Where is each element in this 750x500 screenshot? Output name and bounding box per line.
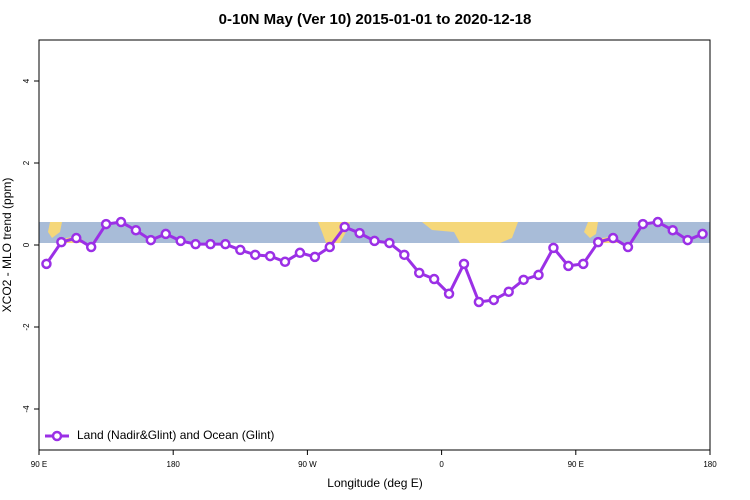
- data-point: [399, 249, 410, 261]
- x-tick-label: 90 W: [298, 460, 317, 469]
- data-point: [100, 218, 112, 230]
- data-point: [637, 218, 649, 230]
- data-point: [488, 294, 500, 306]
- legend-marker: [51, 430, 63, 442]
- x-tick-label: 90 E: [568, 460, 584, 469]
- data-point: [41, 258, 52, 270]
- legend-label: Land (Nadir&Glint) and Ocean (Glint): [77, 428, 274, 442]
- data-point: [697, 228, 708, 240]
- y-tick-label: -4: [22, 405, 31, 413]
- data-point: [249, 249, 261, 261]
- x-tick-label: 0: [439, 460, 444, 469]
- x-tick-label: 180: [167, 460, 181, 469]
- data-point: [667, 224, 678, 236]
- data-point: [220, 238, 231, 250]
- data-point: [190, 238, 201, 250]
- data-point: [443, 288, 455, 300]
- data-point: [548, 242, 559, 254]
- chart-title: 0-10N May (Ver 10) 2015-01-01 to 2020-12…: [219, 11, 532, 28]
- data-point: [607, 232, 619, 244]
- data-point: [428, 273, 440, 285]
- data-point: [518, 274, 529, 286]
- data-point: [309, 251, 321, 263]
- data-point: [115, 216, 127, 228]
- y-tick-label: 4: [22, 78, 31, 83]
- y-tick-label: 0: [22, 242, 31, 247]
- x-tick-label: 90 E: [31, 460, 47, 469]
- data-point: [264, 250, 276, 262]
- data-point: [145, 234, 157, 246]
- y-tick-label: -2: [22, 323, 31, 331]
- data-point: [369, 235, 380, 247]
- data-point: [324, 241, 336, 253]
- data-point: [294, 247, 306, 259]
- data-point: [56, 236, 67, 248]
- data-point: [71, 232, 82, 244]
- data-point: [622, 241, 634, 253]
- data-point: [160, 228, 171, 240]
- data-point: [473, 296, 485, 308]
- data-point: [652, 216, 664, 228]
- y-axis-label: XCO2 - MLO trend (ppm): [0, 178, 14, 313]
- data-point: [503, 286, 514, 297]
- data-point: [339, 221, 350, 233]
- data-point: [592, 236, 604, 248]
- data-point: [578, 258, 589, 270]
- data-point: [175, 235, 186, 247]
- data-point: [458, 258, 470, 270]
- data-point: [533, 269, 544, 281]
- data-point: [205, 238, 216, 250]
- data-point: [413, 267, 425, 279]
- data-point: [563, 260, 574, 272]
- x-tick-label: 180: [703, 460, 717, 469]
- x-axis-label: Longitude (deg E): [327, 476, 422, 490]
- data-point: [279, 256, 291, 268]
- data-point: [354, 227, 365, 239]
- data-point: [384, 237, 395, 249]
- data-point: [85, 241, 97, 253]
- data-point: [682, 234, 693, 246]
- y-tick-label: 2: [22, 160, 31, 165]
- data-point: [130, 224, 142, 236]
- data-point: [235, 244, 246, 256]
